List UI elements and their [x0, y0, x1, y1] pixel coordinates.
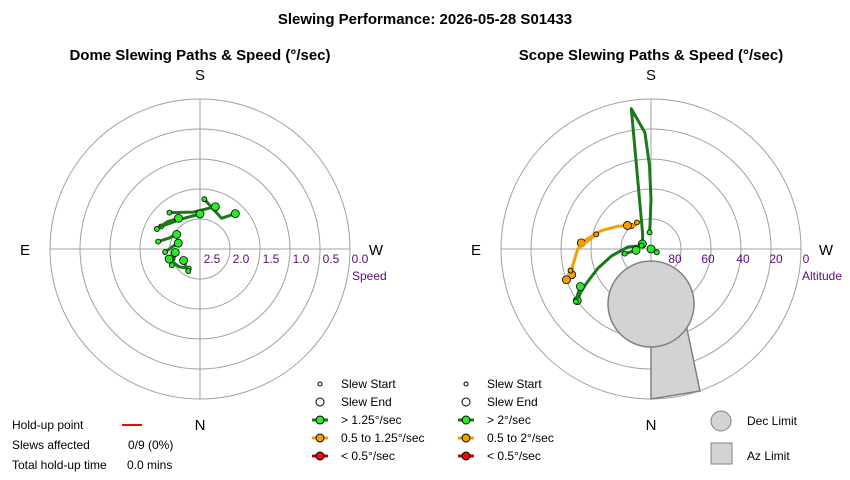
dome-direction-right: W [369, 242, 384, 259]
scope-slew-start-point [646, 229, 653, 236]
dome-chart: Dome Slewing Paths & Speed (°/sec) S N E… [20, 47, 387, 434]
holdup-summary: Hold-up point Slews affected 0/9 (0%) To… [12, 418, 173, 472]
scope-tick-1: 60 [701, 252, 715, 266]
dome-slew-path [168, 205, 217, 215]
scope-axis-label: Altitude [802, 269, 842, 283]
dome-slew-end-point [172, 230, 182, 239]
scope-slew-end-point [623, 221, 632, 230]
dome-tick-0: 2.5 [204, 252, 221, 266]
dec-limit-legend-icon [710, 410, 732, 432]
dome-tick-2: 1.5 [263, 252, 280, 266]
dome-legend-start-marker [317, 381, 323, 387]
total-holdup-value: 0.0 mins [127, 458, 172, 472]
dome-slew-end-point [179, 256, 189, 265]
scope-slew-start-point [621, 250, 628, 257]
dome-slew-start-point [185, 268, 192, 274]
dome-slew-start-point [155, 238, 162, 245]
scope-legend: Slew Start Slew End > 2°/sec 0.5 to 2°/s… [458, 377, 798, 465]
az-limit-legend-label: Az Limit [747, 449, 790, 463]
scope-slew-start-point [634, 219, 640, 226]
scope-legend-end-marker [461, 397, 471, 407]
dome-slew-end-point [195, 209, 205, 219]
dome-legend-fast-marker [315, 415, 325, 425]
scope-slew-path [629, 107, 653, 246]
dec-limit-disc [607, 260, 695, 348]
dome-axis-label: Speed [352, 269, 387, 283]
scope-tick-0: 80 [668, 252, 682, 266]
scope-slew-end-point [575, 282, 585, 291]
scope-legend-medium: 0.5 to 2°/sec [487, 431, 554, 445]
scope-legend-fast-marker [461, 415, 471, 425]
scope-slew-path [575, 244, 644, 303]
scope-tick-2: 40 [736, 252, 750, 266]
slews-affected-value: 0/9 (0%) [128, 438, 173, 452]
scope-legend-end: Slew End [487, 395, 538, 409]
scope-direction-bottom: N [646, 417, 657, 434]
chart-title: Slewing Performance: 2026-05-28 S01433 [278, 11, 572, 28]
scope-tick-4: 0 [803, 252, 810, 266]
dome-direction-top: S [195, 67, 205, 84]
scope-slew-start-point [593, 231, 600, 238]
scope-direction-right: W [819, 242, 834, 259]
dome-tick-5: 0.0 [352, 252, 369, 266]
dome-slew-end-point [173, 238, 183, 248]
dome-slew-end-point [174, 213, 183, 223]
dome-slew-end-point [170, 248, 180, 257]
dome-legend-slow-marker [315, 451, 325, 461]
dome-legend-slow: < 0.5°/sec [341, 449, 395, 463]
slews-affected-label: Slews affected [12, 438, 90, 452]
dome-slew-paths [154, 196, 240, 274]
dome-slew-end-point [210, 202, 220, 212]
scope-tick-3: 20 [769, 252, 783, 266]
dome-slew-start-point [154, 226, 160, 232]
dome-direction-bottom: N [195, 417, 206, 434]
dec-limit-legend-label: Dec Limit [747, 414, 798, 428]
scope-slew-paths [562, 107, 660, 306]
scope-direction-left: E [471, 242, 481, 259]
dome-slew-path [202, 197, 237, 220]
dome-legend-end: Slew End [341, 395, 392, 409]
scope-legend-start: Slew Start [487, 377, 542, 391]
dome-tick-4: 0.5 [323, 252, 340, 266]
scope-altitude-ticks: 80 60 40 20 0 [668, 252, 809, 266]
dome-slew-end-point [164, 254, 174, 264]
scope-legend-slow-marker [461, 451, 471, 461]
scope-legend-fast: > 2°/sec [487, 413, 531, 427]
dome-chart-title: Dome Slewing Paths & Speed (°/sec) [69, 47, 330, 64]
az-limit-legend-icon [710, 442, 733, 465]
scope-chart: Scope Slewing Paths & Speed (°/sec) S N … [471, 47, 842, 434]
scope-slew-start-point [567, 267, 574, 274]
dome-slew-start-point [162, 249, 169, 255]
dome-legend-medium-marker [315, 433, 325, 443]
scope-slew-end-point [646, 244, 656, 254]
scope-legend-medium-marker [461, 433, 471, 443]
dome-legend: Slew Start Slew End > 1.25°/sec 0.5 to 1… [312, 377, 425, 463]
scope-slew-end-point [562, 275, 571, 285]
dome-direction-left: E [20, 242, 30, 259]
scope-direction-top: S [646, 67, 656, 84]
dome-legend-fast: > 1.25°/sec [341, 413, 402, 427]
dome-polar-grid [49, 98, 351, 400]
dome-legend-end-marker [315, 397, 325, 407]
scope-slew-end-point [631, 245, 641, 255]
holdup-point-label: Hold-up point [12, 418, 84, 432]
dome-legend-start: Slew Start [341, 377, 396, 391]
total-holdup-label: Total hold-up time [12, 458, 107, 472]
scope-limit-regions [607, 260, 701, 400]
scope-slew-start-point [573, 298, 579, 305]
scope-slew-start-point [653, 249, 660, 256]
scope-chart-title: Scope Slewing Paths & Speed (°/sec) [519, 47, 783, 64]
scope-legend-start-marker [463, 381, 469, 387]
dome-legend-medium: 0.5 to 1.25°/sec [341, 431, 425, 445]
scope-slew-start-point [638, 242, 645, 249]
scope-legend-slow: < 0.5°/sec [487, 449, 541, 463]
dome-tick-1: 2.0 [233, 252, 250, 266]
dome-slew-end-point [230, 209, 240, 219]
dome-tick-3: 1.0 [293, 252, 310, 266]
dome-slew-start-point [201, 196, 208, 203]
dome-slew-start-point [166, 209, 173, 216]
scope-slew-path [579, 224, 634, 245]
dome-speed-ticks: 2.5 2.0 1.5 1.0 0.5 0.0 [204, 252, 369, 266]
